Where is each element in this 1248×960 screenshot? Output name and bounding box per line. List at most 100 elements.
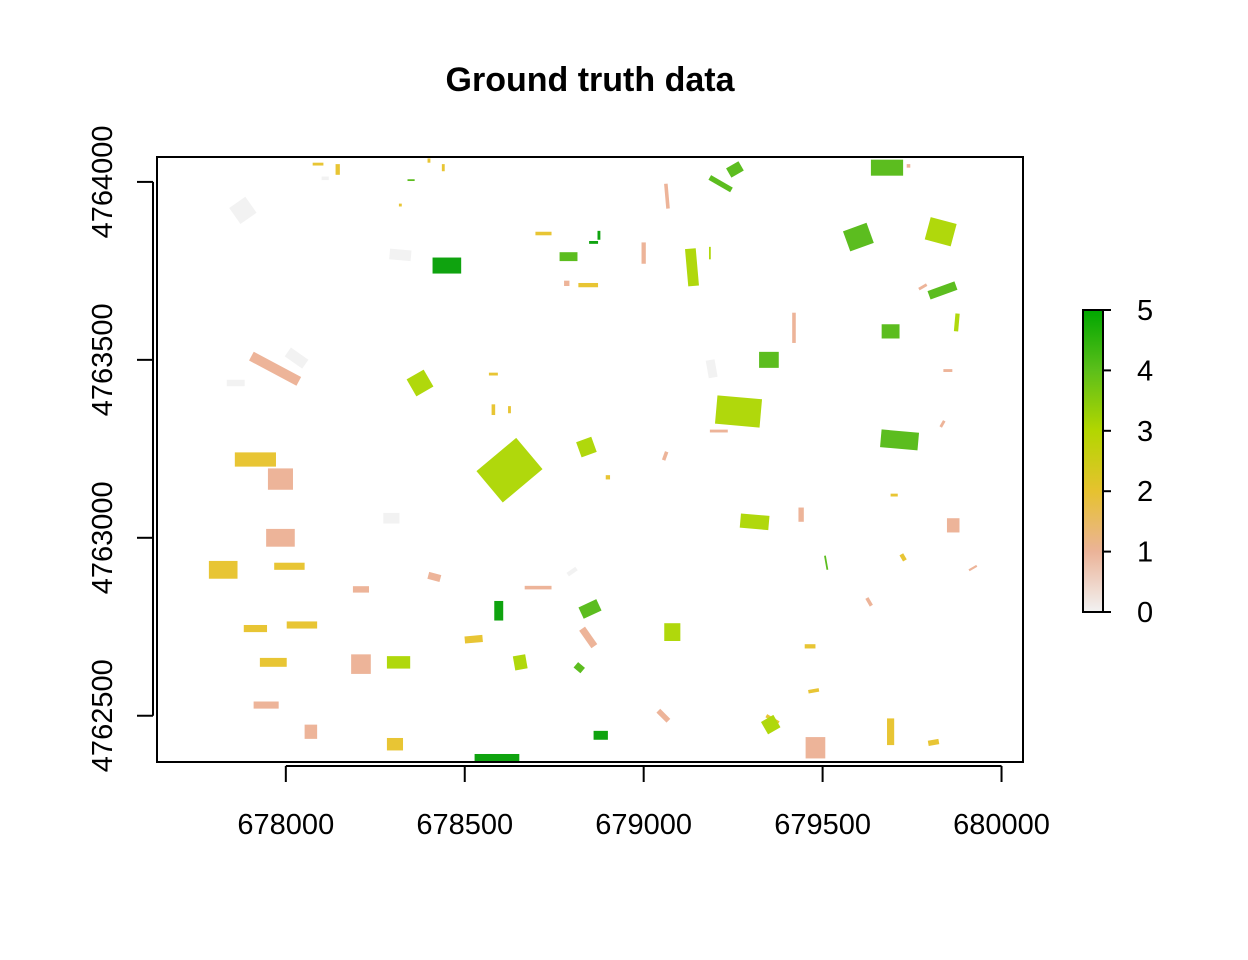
parcel-class-2 xyxy=(427,158,431,163)
parcel-class-2 xyxy=(234,452,276,467)
parcel-class-4 xyxy=(559,252,578,262)
parcel-class-1 xyxy=(664,183,670,209)
parcel-class-1 xyxy=(564,280,570,287)
parcel-class-3 xyxy=(708,246,711,260)
parcel-class-1 xyxy=(524,585,552,590)
parcel-class-1 xyxy=(267,468,293,490)
parcel-class-4 xyxy=(842,222,874,252)
parcel-class-5 xyxy=(589,240,599,244)
parcel-class-3 xyxy=(476,437,543,503)
parcel-class-4 xyxy=(824,555,829,570)
parcel-class-3 xyxy=(576,436,597,458)
parcel-class-1 xyxy=(656,708,671,723)
parcel-class-2 xyxy=(605,475,611,480)
parcel-class-1 xyxy=(939,420,946,428)
parcel-class-0 xyxy=(229,196,257,225)
parcel-class-1 xyxy=(943,369,953,372)
parcel-class-4 xyxy=(573,662,585,674)
x-tick-label: 679500 xyxy=(774,809,871,841)
parcel-class-3 xyxy=(386,656,411,669)
x-tick-label: 680000 xyxy=(953,809,1050,841)
parcel-class-2 xyxy=(464,634,483,644)
parcel-class-4 xyxy=(759,351,779,368)
parcel-class-4 xyxy=(927,281,958,300)
parcel-class-0 xyxy=(389,248,412,262)
parcel-class-2 xyxy=(312,162,324,166)
parcel-class-1 xyxy=(304,724,318,739)
parcel-class-1 xyxy=(249,351,302,386)
parcel-class-2 xyxy=(491,404,496,416)
parcel-class-2 xyxy=(578,282,599,288)
parcel-class-0 xyxy=(321,176,329,181)
y-tick-label: 4764000 xyxy=(87,125,119,238)
legend-frame xyxy=(1082,309,1104,613)
parcel-class-5 xyxy=(474,753,520,762)
parcel-class-2 xyxy=(398,203,402,207)
x-tick-label: 679000 xyxy=(595,809,692,841)
legend-tick-label: 0 xyxy=(1137,597,1153,629)
parcel-class-2 xyxy=(208,560,238,579)
x-axis: 678000 678500 679000 679500 680000 xyxy=(237,765,1050,841)
parcel-class-5 xyxy=(593,730,608,740)
parcel-class-2 xyxy=(887,718,895,746)
parcel-class-0 xyxy=(284,347,309,369)
color-legend: 0 1 2 3 4 5 xyxy=(1082,295,1153,629)
parcel-class-0 xyxy=(705,359,718,379)
parcel-class-2 xyxy=(535,231,552,236)
chart-title: Ground truth data xyxy=(446,61,736,99)
parcel-class-1 xyxy=(641,242,646,264)
parcel-class-2 xyxy=(488,372,498,376)
parcel-class-2 xyxy=(927,738,940,746)
parcel-class-2 xyxy=(259,657,287,667)
parcel-class-4 xyxy=(407,179,415,182)
parcel-class-1 xyxy=(352,586,370,593)
legend-ticks: 0 1 2 3 4 5 xyxy=(1103,295,1153,629)
parcel-class-4 xyxy=(880,429,920,451)
parcel-class-2 xyxy=(386,737,404,751)
parcel-class-1 xyxy=(579,626,598,649)
parcel-class-3 xyxy=(760,714,781,735)
parcel-class-4 xyxy=(881,324,900,339)
parcel-class-2 xyxy=(274,562,305,570)
parcel-class-3 xyxy=(714,395,763,428)
parcel-class-1 xyxy=(351,654,371,674)
parcel-class-3 xyxy=(924,217,957,247)
y-axis: 4762500 4763000 4763500 4764000 xyxy=(87,125,154,772)
parcel-layer xyxy=(208,158,978,762)
legend-tick-label: 3 xyxy=(1137,416,1153,448)
parcel-class-1 xyxy=(253,701,279,709)
parcel-class-1 xyxy=(946,518,960,533)
parcel-class-0 xyxy=(566,566,578,577)
parcel-class-0 xyxy=(226,379,245,387)
x-tick-label: 678500 xyxy=(416,809,513,841)
parcel-class-2 xyxy=(441,164,445,172)
parcel-class-1 xyxy=(865,597,873,607)
parcel-class-1 xyxy=(792,312,796,343)
parcel-class-2 xyxy=(508,406,511,414)
parcel-class-1 xyxy=(968,564,978,572)
parcel-class-4 xyxy=(870,159,904,176)
parcel-class-3 xyxy=(406,369,434,397)
legend-tick-label: 4 xyxy=(1137,355,1153,387)
parcel-class-2 xyxy=(808,688,820,694)
parcel-class-3 xyxy=(953,313,960,332)
plot-frame xyxy=(156,156,1024,763)
parcel-class-2 xyxy=(335,164,340,175)
parcel-class-4 xyxy=(726,161,744,178)
parcel-class-1 xyxy=(427,571,442,582)
parcel-class-2 xyxy=(899,553,907,562)
legend-tick-label: 1 xyxy=(1137,537,1153,569)
legend-tick-label: 5 xyxy=(1137,295,1153,327)
parcel-class-1 xyxy=(661,451,669,461)
parcel-class-2 xyxy=(243,624,268,633)
parcel-class-3 xyxy=(685,248,699,287)
y-tick-label: 4763500 xyxy=(87,303,119,416)
parcel-class-4 xyxy=(708,175,733,193)
legend-color-bar xyxy=(1083,310,1103,612)
parcel-class-0 xyxy=(383,512,400,524)
parcel-class-4 xyxy=(578,599,602,619)
parcel-class-3 xyxy=(664,623,681,641)
parcel-class-3 xyxy=(512,654,528,671)
parcel-class-1 xyxy=(918,283,928,291)
